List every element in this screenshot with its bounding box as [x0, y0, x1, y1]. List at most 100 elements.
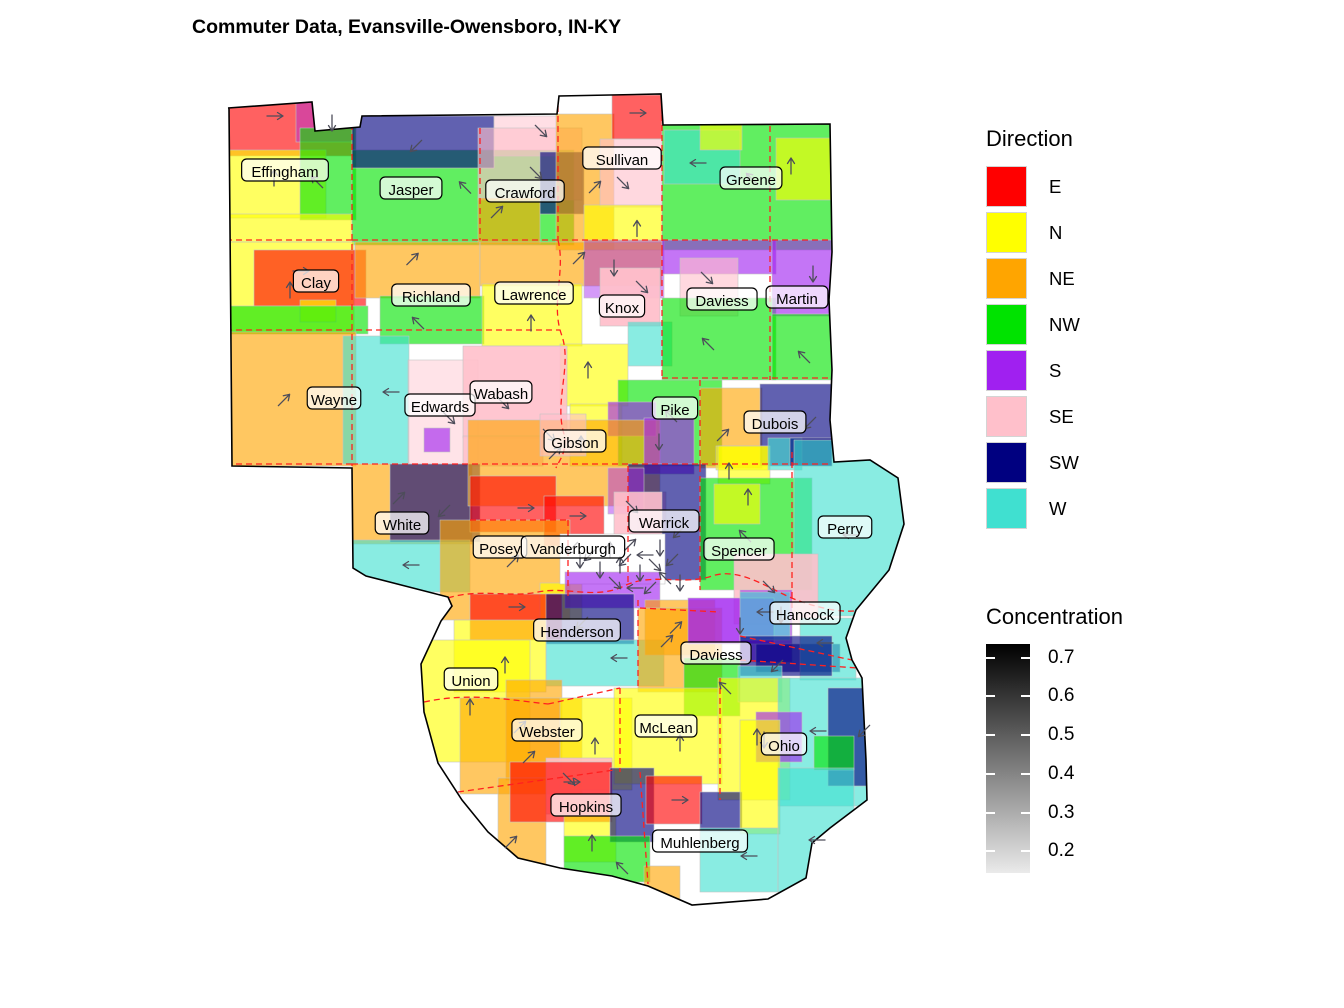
county-label-hancock: Hancock	[769, 601, 841, 625]
legend-label: SW	[1049, 451, 1079, 473]
county-label-warrick: Warrick	[628, 509, 700, 533]
county-label-posey: Posey	[472, 535, 528, 559]
county-label-webster: Webster	[511, 718, 583, 742]
county-label-greene: Greene	[719, 166, 783, 190]
county-label-text: Posey	[479, 541, 521, 558]
legend-swatch-E	[986, 166, 1027, 207]
tract-patch-NW	[661, 297, 777, 381]
concentration-gradient-bar	[986, 644, 1030, 873]
concentration-tick: 0.4	[1048, 763, 1075, 784]
county-label-text: Vanderburgh	[530, 541, 616, 558]
map-region	[228, 94, 904, 905]
legend-item-NE: NE	[986, 258, 1080, 299]
concentration-tick: 0.3	[1048, 802, 1075, 823]
county-label-text: Henderson	[540, 624, 613, 641]
tract-patch-S	[423, 427, 451, 453]
legend-item-NW: NW	[986, 304, 1080, 345]
county-label-perry: Perry	[817, 515, 873, 539]
tract-patch-SW	[699, 791, 743, 833]
county-label-text: Hopkins	[559, 799, 613, 816]
county-label-text: Jasper	[388, 182, 433, 199]
tract-patch-N	[717, 445, 771, 485]
tick-mark	[1021, 773, 1030, 775]
concentration-legend-title: Concentration	[986, 604, 1123, 629]
county-label-text: Daviess	[689, 647, 742, 664]
county-label-text: Perry	[827, 521, 863, 538]
county-label-text: Dubois	[752, 416, 799, 433]
tick-mark	[986, 695, 995, 697]
legend-swatch-SE	[986, 396, 1027, 437]
tick-mark	[986, 812, 995, 814]
county-label-vanderburgh: Vanderburgh	[520, 535, 626, 559]
legend-swatch-S	[986, 350, 1027, 391]
concentration-tick: 0.2	[1048, 840, 1075, 861]
county-label-text: Pike	[660, 402, 689, 419]
county-label-text: Effingham	[251, 164, 318, 181]
legend-item-S: S	[986, 350, 1080, 391]
tract-patch-NE	[477, 197, 541, 245]
county-label-crawford: Crawford	[485, 179, 565, 203]
tract-patch-SW	[351, 115, 495, 169]
county-label-text: McLean	[639, 720, 692, 737]
county-label-text: Daviess	[695, 293, 748, 310]
concentration-tick: 0.5	[1048, 724, 1075, 745]
county-label-spencer: Spencer	[703, 537, 775, 561]
legend-swatch-NW	[986, 304, 1027, 345]
direction-legend-rows: E N NE NW S SE SW W	[986, 166, 1080, 529]
county-label-text: Muhlenberg	[660, 835, 739, 852]
tick-mark	[986, 734, 995, 736]
tick-mark	[1021, 734, 1030, 736]
legend-label: NE	[1049, 267, 1075, 289]
legend-label: W	[1049, 497, 1067, 519]
county-label-dubois: Dubois	[743, 410, 807, 434]
county-label-henderson: Henderson	[533, 618, 621, 642]
tract-patch-N	[713, 483, 761, 525]
county-label-text: Lawrence	[501, 287, 566, 304]
tick-mark	[986, 657, 995, 659]
county-label-text: Ohio	[768, 738, 800, 755]
direction-legend: Direction E N NE NW S SE SW W	[986, 126, 1080, 534]
legend-swatch-N	[986, 212, 1027, 253]
legend-label: S	[1049, 359, 1062, 381]
county-label-text: Wabash	[474, 386, 528, 403]
concentration-legend: Concentration 0.7 0.6 0.5 0.4 0.3 0.2	[986, 604, 1206, 884]
county-label-daviess: Daviess	[680, 641, 752, 665]
county-label-edwards: Edwards	[404, 393, 476, 417]
county-label-gibson: Gibson	[543, 429, 607, 453]
county-label-pike: Pike	[651, 396, 699, 420]
tick-mark	[1021, 812, 1030, 814]
concentration-tick: 0.7	[1048, 647, 1075, 668]
county-label-hopkins: Hopkins	[550, 793, 622, 817]
county-label-wayne: Wayne	[306, 386, 362, 410]
county-label-wabash: Wabash	[469, 380, 533, 404]
county-label-white: White	[374, 511, 430, 535]
legend-label: N	[1049, 221, 1063, 243]
county-label-text: Greene	[726, 172, 776, 189]
tract-patches	[228, 94, 904, 905]
county-label-text: Knox	[605, 300, 640, 317]
legend-item-SW: SW	[986, 442, 1080, 483]
legend-label: E	[1049, 175, 1062, 197]
concentration-tick: 0.6	[1048, 685, 1075, 706]
legend-item-SE: SE	[986, 396, 1080, 437]
county-label-jasper: Jasper	[379, 176, 443, 200]
county-label-text: Warrick	[639, 515, 690, 532]
region-outline	[227, 93, 905, 906]
tract-patch-N	[699, 123, 743, 151]
concentration-legend-body: 0.7 0.6 0.5 0.4 0.3 0.2	[986, 644, 1206, 884]
county-label-mclean: McLean	[634, 714, 698, 738]
county-label-sullivan: Sullivan	[582, 146, 662, 170]
county-label-ohio: Ohio	[760, 732, 808, 756]
county-label-muhlenberg: Muhlenberg	[651, 829, 749, 853]
tick-mark	[986, 773, 995, 775]
county-label-text: Crawford	[495, 185, 556, 202]
county-label-text: Martin	[776, 291, 818, 308]
tract-patch-N	[559, 343, 629, 407]
legend-swatch-SW	[986, 442, 1027, 483]
county-label-effingham: Effingham	[241, 158, 329, 182]
county-label-text: Gibson	[551, 435, 599, 452]
tick-mark	[1021, 695, 1030, 697]
tick-mark	[986, 850, 995, 852]
county-label-text: Webster	[519, 724, 575, 741]
